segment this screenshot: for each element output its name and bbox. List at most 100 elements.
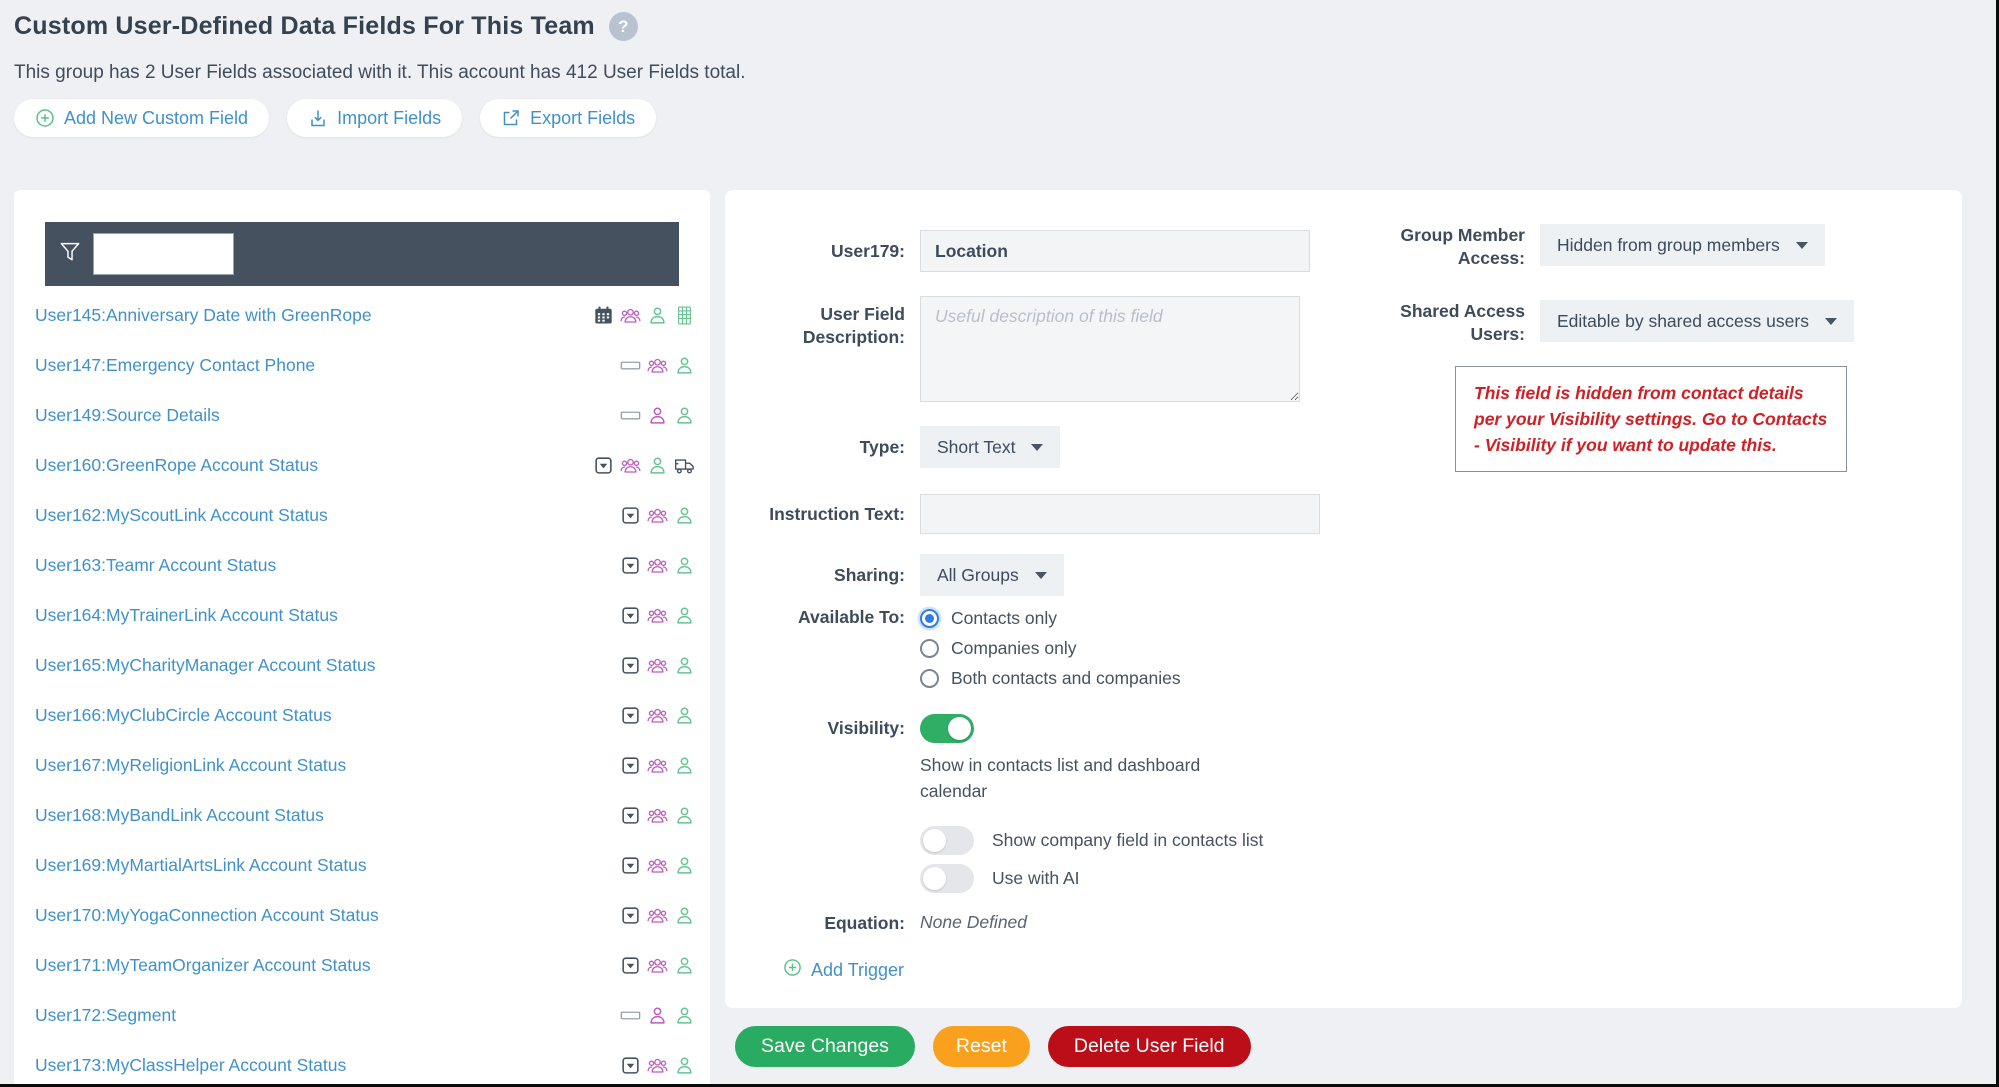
- list-item: User170:MyYogaConnection Account Status: [14, 890, 710, 940]
- visibility-toggle[interactable]: [920, 714, 974, 743]
- users-icon: [647, 805, 668, 826]
- shared-access-value: Editable by shared access users: [1557, 310, 1809, 331]
- field-type-icons: [620, 705, 695, 726]
- add-trigger-button[interactable]: Add Trigger: [783, 958, 904, 982]
- list-item: User162:MyScoutLink Account Status: [14, 490, 710, 540]
- user-icon: [647, 305, 668, 326]
- field-type-icons: [620, 505, 695, 526]
- visibility-note: Show in contacts list and dashboard cale…: [920, 755, 1201, 801]
- equation-label: Equation:: [824, 913, 905, 933]
- equation-value: None Defined: [920, 912, 1028, 932]
- users-icon: [620, 455, 641, 476]
- field-link[interactable]: User147:Emergency Contact Phone: [35, 354, 316, 375]
- field-link[interactable]: User171:MyTeamOrganizer Account Status: [35, 954, 371, 975]
- help-icon[interactable]: ?: [608, 12, 638, 41]
- field-name-label: User179:: [831, 241, 905, 261]
- users-icon: [647, 505, 668, 526]
- radio-icon[interactable]: [920, 609, 939, 628]
- type-select[interactable]: Short Text: [920, 426, 1061, 468]
- dropdown-icon: [620, 555, 641, 576]
- shared-access-select[interactable]: Editable by shared access users: [1540, 300, 1854, 342]
- toggle-switch[interactable]: [920, 864, 974, 893]
- available-to-option[interactable]: Both contacts and companies: [920, 668, 1181, 689]
- toggle-label: Show company field in contacts list: [992, 830, 1264, 850]
- field-link[interactable]: User145:Anniversary Date with GreenRope: [35, 304, 372, 325]
- plus-circle-icon: [783, 958, 802, 982]
- chevron-down-icon: [1824, 317, 1837, 325]
- page-subtitle: This group has 2 User Fields associated …: [14, 62, 746, 83]
- field-type-icons: [620, 1005, 695, 1026]
- toggle-label: Use with AI: [992, 868, 1080, 888]
- reset-button[interactable]: Reset: [932, 1026, 1030, 1067]
- radio-icon[interactable]: [920, 639, 939, 658]
- user-icon: [674, 855, 695, 876]
- field-link[interactable]: User168:MyBandLink Account Status: [35, 804, 324, 825]
- field-name-row: User179:: [725, 230, 1310, 272]
- sharing-select[interactable]: All Groups: [920, 554, 1064, 596]
- radio-icon[interactable]: [920, 669, 939, 688]
- list-item: User166:MyClubCircle Account Status: [14, 690, 710, 740]
- users-icon: [647, 705, 668, 726]
- field-link[interactable]: User165:MyCharityManager Account Status: [35, 654, 376, 675]
- field-link[interactable]: User163:Teamr Account Status: [35, 554, 277, 575]
- group-member-access-select[interactable]: Hidden from group members: [1540, 224, 1825, 266]
- field-link[interactable]: User167:MyReligionLink Account Status: [35, 754, 347, 775]
- field-link[interactable]: User169:MyMartialArtsLink Account Status: [35, 854, 367, 875]
- available-to-option[interactable]: Contacts only: [920, 608, 1181, 629]
- equation-row: Equation: None Defined: [725, 912, 1027, 935]
- field-link[interactable]: User166:MyClubCircle Account Status: [35, 704, 332, 725]
- users-icon: [647, 755, 668, 776]
- description-textarea[interactable]: [920, 296, 1300, 402]
- radio-label: Companies only: [951, 638, 1077, 658]
- toggle-switch[interactable]: [920, 826, 974, 855]
- add-new-custom-field-button[interactable]: Add New Custom Field: [14, 99, 270, 137]
- dropdown-icon: [593, 455, 614, 476]
- dropdown-icon: [620, 605, 641, 626]
- instruction-row: Instruction Text:: [725, 494, 1320, 534]
- list-item: User160:GreenRope Account Status: [14, 440, 710, 490]
- user-icon: [674, 705, 695, 726]
- field-type-icons: [620, 605, 695, 626]
- field-type-icons: [620, 805, 695, 826]
- user-icon: [674, 605, 695, 626]
- export-fields-button[interactable]: Export Fields: [480, 99, 657, 137]
- field-link[interactable]: User172:Segment: [35, 1004, 177, 1025]
- user-icon: [674, 655, 695, 676]
- filter-input[interactable]: [93, 233, 234, 275]
- field-name-input[interactable]: [920, 230, 1310, 272]
- field-link[interactable]: User170:MyYogaConnection Account Status: [35, 904, 379, 925]
- list-item: User173:MyClassHelper Account Status: [14, 1040, 710, 1084]
- field-link[interactable]: User162:MyScoutLink Account Status: [35, 504, 328, 525]
- plus-circle-icon: [35, 108, 55, 128]
- user-icon: [674, 405, 695, 426]
- list-item: User169:MyMartialArtsLink Account Status: [14, 840, 710, 890]
- field-link[interactable]: User149:Source Details: [35, 404, 220, 425]
- import-fields-button[interactable]: Import Fields: [287, 99, 463, 137]
- users-icon: [647, 1055, 668, 1076]
- user-icon: [674, 905, 695, 926]
- calendar-icon: [593, 305, 614, 326]
- list-item: User168:MyBandLink Account Status: [14, 790, 710, 840]
- available-to-group: Contacts only Companies only Both contacts…: [920, 606, 1181, 689]
- page-header: Custom User-Defined Data Fields For This…: [14, 12, 638, 41]
- available-to-option[interactable]: Companies only: [920, 638, 1181, 659]
- list-item: User172:Segment: [14, 990, 710, 1040]
- users-icon: [647, 955, 668, 976]
- field-link[interactable]: User173:MyClassHelper Account Status: [35, 1054, 347, 1075]
- field-link[interactable]: User164:MyTrainerLink Account Status: [35, 604, 338, 625]
- field-link[interactable]: User160:GreenRope Account Status: [35, 454, 319, 475]
- filter-bar: [45, 222, 679, 286]
- extra-toggles-row: Show company field in contacts list Use w…: [725, 826, 1263, 902]
- user-icon: [674, 505, 695, 526]
- textbox-icon: [620, 355, 641, 376]
- instruction-input[interactable]: [920, 494, 1320, 534]
- truck-icon: [674, 455, 695, 476]
- save-changes-button[interactable]: Save Changes: [735, 1026, 915, 1067]
- field-list: User145:Anniversary Date with GreenRope U…: [14, 290, 710, 1084]
- description-row: User Field Description:: [725, 296, 1300, 402]
- add-trigger-label: Add Trigger: [811, 959, 905, 980]
- delete-user-field-button[interactable]: Delete User Field: [1047, 1026, 1251, 1067]
- user-icon: [674, 755, 695, 776]
- visibility-row: Visibility: Show in contacts list and da…: [725, 714, 1250, 804]
- list-item: User163:Teamr Account Status: [14, 540, 710, 590]
